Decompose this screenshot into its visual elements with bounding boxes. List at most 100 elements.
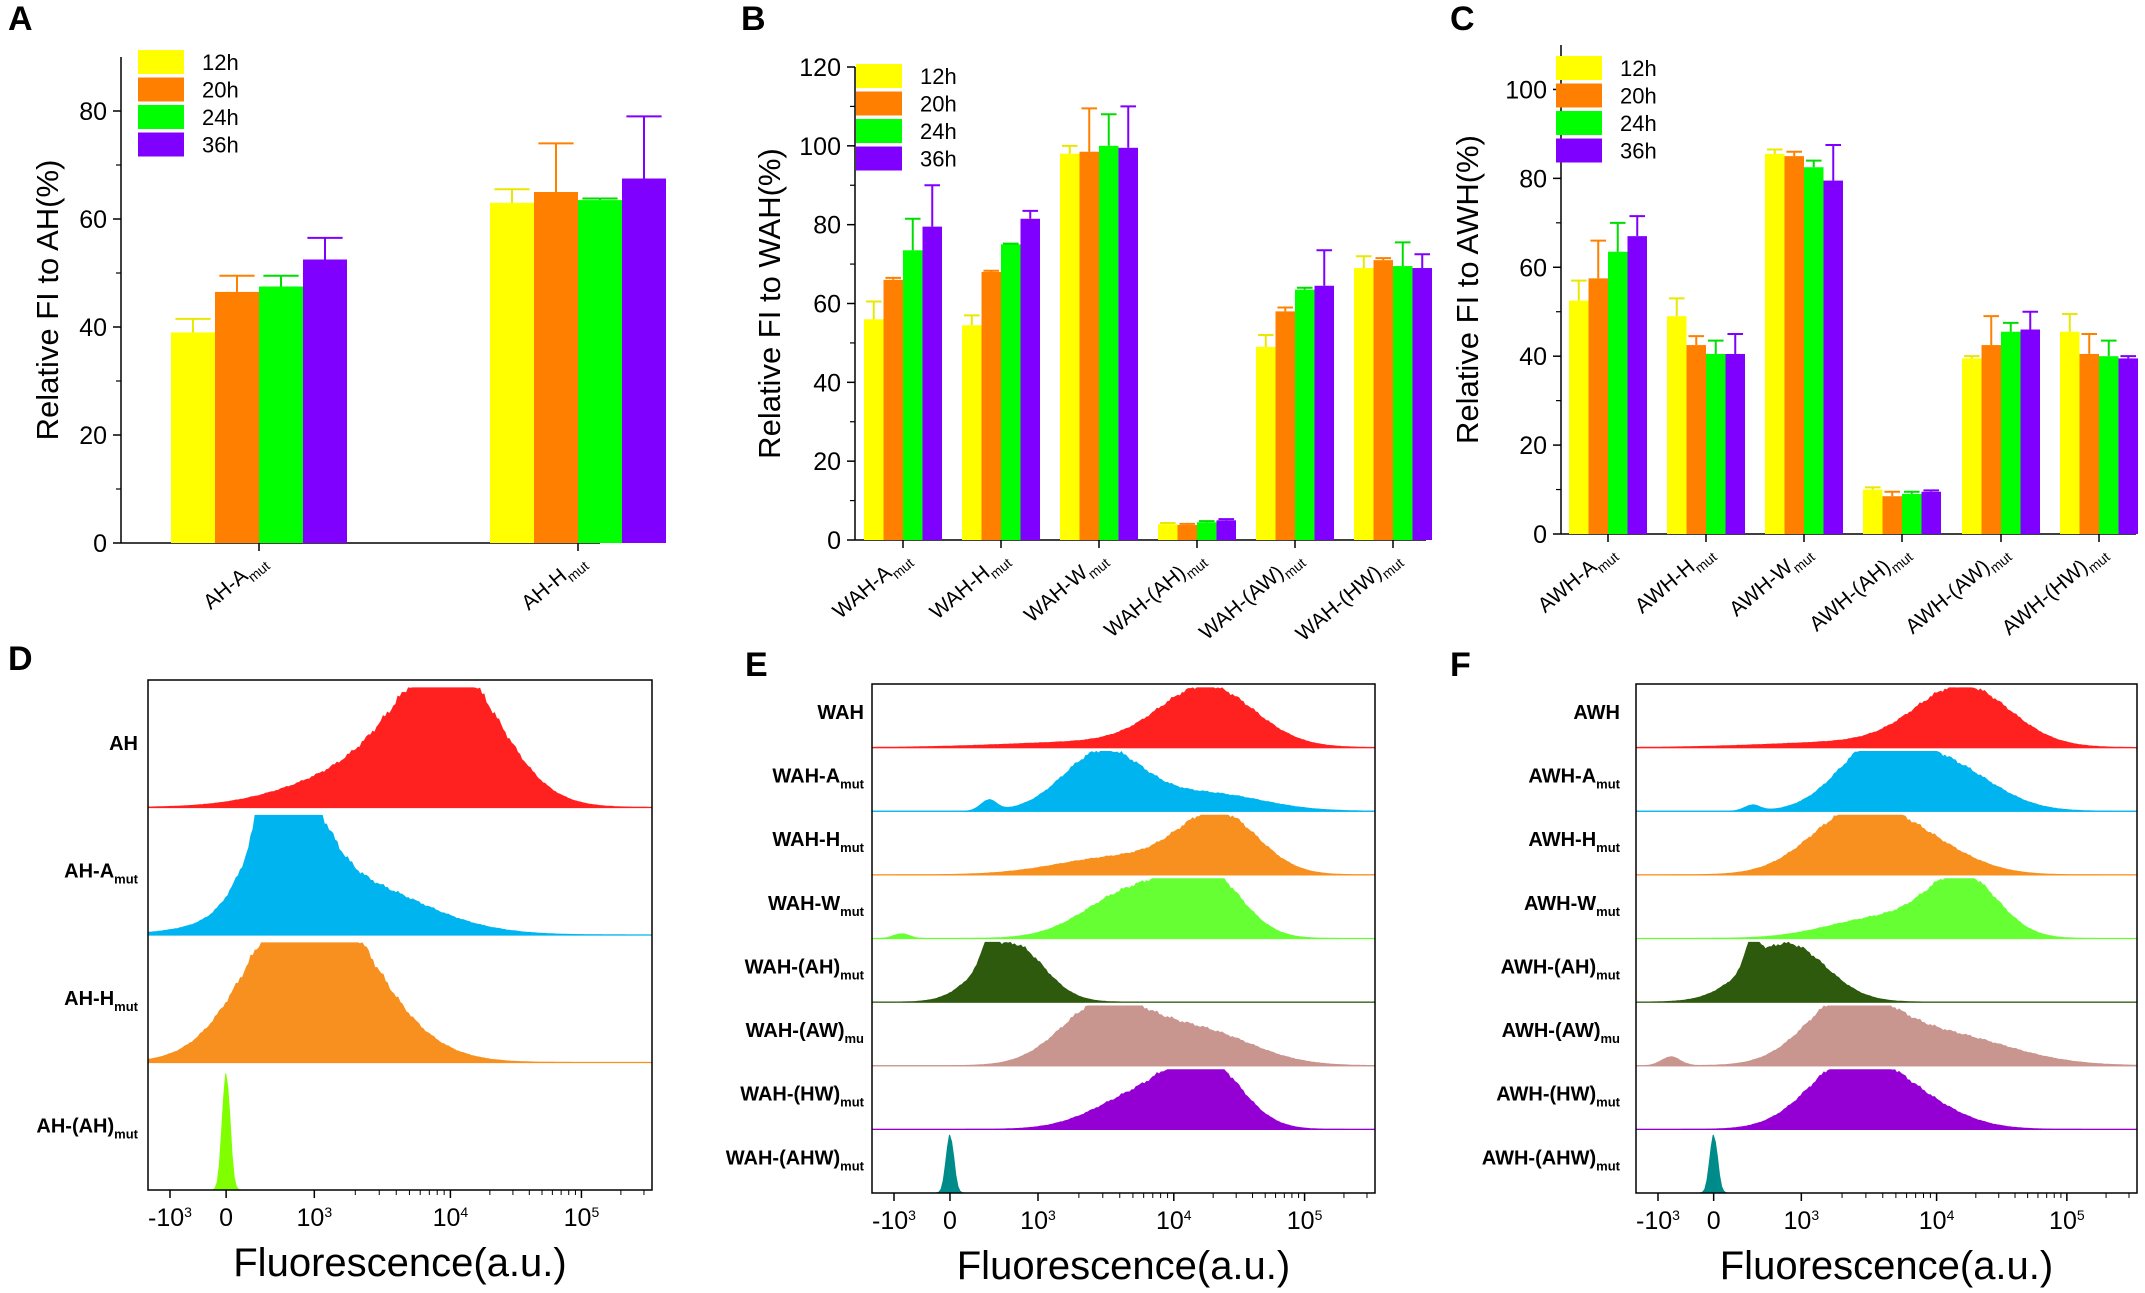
y-tick-label: 20 <box>79 422 107 450</box>
x-tick-label: 105 <box>2049 1207 2085 1235</box>
legend-swatch <box>1556 138 1602 163</box>
legend-swatch <box>138 105 184 129</box>
category-label: AWH-(AH)mut <box>1805 540 1916 639</box>
plot-frame <box>1635 683 2138 1194</box>
bar <box>1177 525 1197 540</box>
row-label: WAH-Hmut <box>772 829 864 855</box>
bar <box>883 279 903 540</box>
row-label: AWH-Hmut <box>1528 829 1620 855</box>
row-label: AWH-Amut <box>1528 766 1620 792</box>
panel-letter-f: F <box>1450 646 1471 684</box>
histogram-trace <box>1635 1005 2138 1067</box>
category-label: WAH-(HW)mut <box>1292 546 1407 649</box>
histogram-trace <box>1635 751 2138 812</box>
bar-chart-c: 0 20 40 60 80 100 Relative FI to AWH(%) AWH-Amu… <box>1450 45 2138 640</box>
x-tick-label: 0 <box>943 1207 957 1235</box>
panel-letter-b: B <box>741 0 766 38</box>
legend-label: 24h <box>920 119 957 144</box>
bar <box>1686 345 1706 534</box>
category-label: AH-Hmut <box>517 549 592 618</box>
legend-label: 12h <box>202 50 239 75</box>
y-tick-label: 40 <box>1519 343 1547 371</box>
histogram-trace <box>871 1005 1376 1067</box>
y-tick-label: 0 <box>93 530 107 558</box>
legend-swatch <box>856 91 902 116</box>
legend-label: 24h <box>202 105 239 130</box>
x-axis-label: Fluorescence(a.u.) <box>1720 1244 2053 1288</box>
y-tick-label: 20 <box>813 448 841 476</box>
x-tick-label: -103 <box>148 1204 192 1232</box>
category-label: WAH-Hmut <box>926 546 1015 627</box>
x-tick-label: 104 <box>1156 1207 1192 1235</box>
y-tick-label: 0 <box>827 527 841 555</box>
legend-swatch <box>1556 56 1602 80</box>
histogram-chart-f: AWH AWH-Amut AWH-Hmut AWH-Wmut AWH-(AH)mut AW… <box>1482 683 2138 1288</box>
bar <box>1588 278 1608 534</box>
panel-letter-c: C <box>1450 0 1475 38</box>
row-label: WAH-Amut <box>772 766 864 792</box>
bar <box>622 178 666 543</box>
histogram-trace <box>148 1073 652 1191</box>
plot-frame <box>147 679 653 1191</box>
bar-chart-a: 0 20 40 60 80 Relative FI to AH(%) AH-Amut AH-H… <box>30 50 666 618</box>
legend-swatch <box>138 77 184 102</box>
bar <box>1667 316 1687 534</box>
bar <box>1784 156 1804 535</box>
bar <box>1412 268 1432 540</box>
bar <box>1354 268 1374 540</box>
legend-label: 36h <box>1620 139 1657 164</box>
bar <box>2118 358 2138 534</box>
row-label: AH-Amut <box>64 861 139 887</box>
histogram-trace <box>147 687 653 808</box>
category-label: WAH-(AH)mut <box>1100 546 1211 645</box>
bar <box>171 332 215 543</box>
row-label: AWH-(AHW)mut <box>1482 1147 1621 1173</box>
bar <box>2060 331 2080 534</box>
x-tick-label: 104 <box>1919 1207 1955 1235</box>
bar <box>1706 353 1726 534</box>
row-label: AH <box>109 733 138 755</box>
legend-swatch <box>856 64 902 88</box>
bar <box>1804 167 1824 534</box>
legend-swatch <box>856 146 902 171</box>
bar <box>1275 311 1295 540</box>
legend-label: 20h <box>920 92 957 117</box>
row-label: WAH <box>817 702 864 724</box>
row-label: WAH-(AW)mu <box>746 1020 864 1046</box>
y-tick-label: 40 <box>813 369 841 397</box>
bar <box>1060 153 1080 540</box>
histogram-trace <box>1635 814 2138 876</box>
row-label: AH-Hmut <box>64 988 139 1014</box>
bar <box>2001 331 2021 534</box>
panel-letter-a: A <box>8 0 33 38</box>
category-label: AWH-Hmut <box>1631 540 1720 621</box>
bar <box>864 319 884 540</box>
bar <box>1569 300 1589 534</box>
legend-label: 36h <box>920 147 957 172</box>
panel-letter-d: D <box>8 640 33 678</box>
bar <box>1921 491 1941 534</box>
y-tick-label: 60 <box>813 291 841 319</box>
bar <box>1882 496 1902 534</box>
histogram-trace <box>871 687 1376 749</box>
histogram-trace <box>871 750 1376 812</box>
x-tick-label: 103 <box>1784 1207 1820 1235</box>
category-label: AWH-Amut <box>1534 540 1622 620</box>
bar <box>2020 329 2040 534</box>
y-tick-label: 80 <box>79 98 107 126</box>
bar <box>1314 285 1334 540</box>
histogram-trace <box>871 1069 1376 1130</box>
y-tick-label: 40 <box>79 314 107 342</box>
bar <box>962 325 982 540</box>
histogram-trace <box>1635 1069 2138 1130</box>
bar <box>490 202 534 544</box>
x-tick-label: -103 <box>872 1207 916 1235</box>
histogram-trace <box>872 878 1375 939</box>
histogram-trace <box>871 814 1376 876</box>
category-label: WAH-Wmut <box>1020 546 1113 630</box>
legend-label: 24h <box>1620 111 1657 136</box>
histogram-trace <box>872 1134 1375 1194</box>
bar <box>981 271 1001 540</box>
row-label: AWH-(AH)mut <box>1501 956 1621 982</box>
